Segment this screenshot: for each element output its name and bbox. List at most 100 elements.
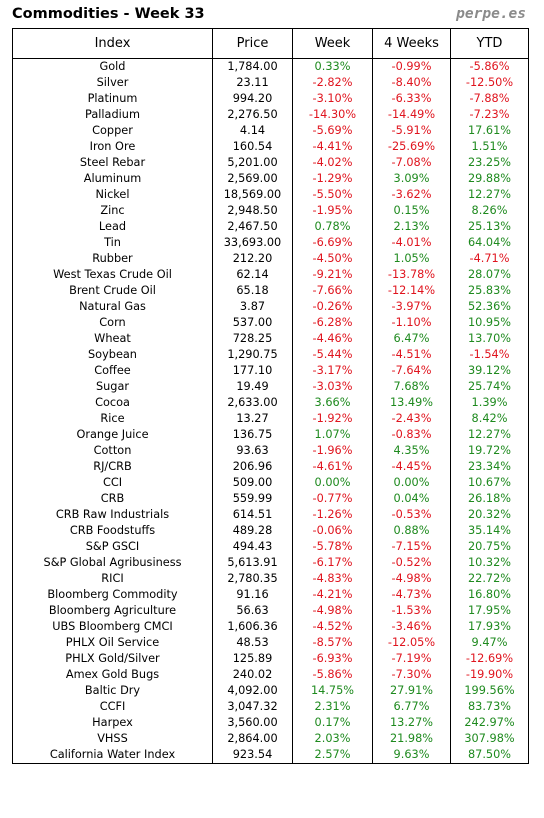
column-header-index: Index	[12, 28, 213, 59]
index-name-cell: Nickel	[12, 187, 213, 203]
ytd-change-cell: 199.56%	[450, 683, 529, 699]
page-title: Commodities - Week 33	[12, 6, 205, 22]
four-week-change-cell: -1.10%	[372, 315, 451, 331]
price-cell: 19.49	[212, 379, 293, 395]
four-week-change-cell: -0.52%	[372, 555, 451, 571]
price-cell: 728.25	[212, 331, 293, 347]
four-week-change-cell: -0.53%	[372, 507, 451, 523]
index-name-cell: Zinc	[12, 203, 213, 219]
ytd-change-cell: 19.72%	[450, 443, 529, 459]
four-week-change-cell: -8.40%	[372, 75, 451, 91]
four-week-change-cell: -4.51%	[372, 347, 451, 363]
price-cell: 489.28	[212, 523, 293, 539]
table-row: Zinc 2,948.50 -1.95% 0.15% 8.26%	[12, 203, 529, 219]
price-cell: 994.20	[212, 91, 293, 107]
week-change-cell: 3.66%	[292, 395, 373, 411]
ytd-change-cell: 28.07%	[450, 267, 529, 283]
price-cell: 160.54	[212, 139, 293, 155]
index-name-cell: Cocoa	[12, 395, 213, 411]
ytd-change-cell: 1.51%	[450, 139, 529, 155]
table-row: Sugar 19.49 -3.03% 7.68% 25.74%	[12, 379, 529, 395]
index-name-cell: CCFI	[12, 699, 213, 715]
ytd-change-cell: 10.95%	[450, 315, 529, 331]
price-cell: 4,092.00	[212, 683, 293, 699]
week-change-cell: -4.41%	[292, 139, 373, 155]
ytd-change-cell: -7.23%	[450, 107, 529, 123]
index-name-cell: CCI	[12, 475, 213, 491]
four-week-change-cell: 7.68%	[372, 379, 451, 395]
four-week-change-cell: 3.09%	[372, 171, 451, 187]
price-cell: 4.14	[212, 123, 293, 139]
week-change-cell: -3.03%	[292, 379, 373, 395]
price-cell: 1,784.00	[212, 58, 293, 75]
price-cell: 62.14	[212, 267, 293, 283]
price-cell: 13.27	[212, 411, 293, 427]
price-cell: 177.10	[212, 363, 293, 379]
four-week-change-cell: -13.78%	[372, 267, 451, 283]
index-name-cell: PHLX Gold/Silver	[12, 651, 213, 667]
index-name-cell: Wheat	[12, 331, 213, 347]
price-cell: 3,560.00	[212, 715, 293, 731]
ytd-change-cell: 23.25%	[450, 155, 529, 171]
ytd-change-cell: -7.88%	[450, 91, 529, 107]
ytd-change-cell: 12.27%	[450, 187, 529, 203]
week-change-cell: -0.26%	[292, 299, 373, 315]
table-row: CRB 559.99 -0.77% 0.04% 26.18%	[12, 491, 529, 507]
week-change-cell: 0.78%	[292, 219, 373, 235]
index-name-cell: CRB	[12, 491, 213, 507]
index-name-cell: Steel Rebar	[12, 155, 213, 171]
index-name-cell: Rubber	[12, 251, 213, 267]
commodities-table: Index Price Week 4 Weeks YTD Gold 1,784.0…	[12, 28, 529, 764]
ytd-change-cell: -12.50%	[450, 75, 529, 91]
index-name-cell: Gold	[12, 58, 213, 75]
table-row: Aluminum 2,569.00 -1.29% 3.09% 29.88%	[12, 171, 529, 187]
index-name-cell: Bloomberg Commodity	[12, 587, 213, 603]
price-cell: 3,047.32	[212, 699, 293, 715]
week-change-cell: -5.50%	[292, 187, 373, 203]
ytd-change-cell: 8.26%	[450, 203, 529, 219]
four-week-change-cell: 0.88%	[372, 523, 451, 539]
table-row: Cocoa 2,633.00 3.66% 13.49% 1.39%	[12, 395, 529, 411]
index-name-cell: California Water Index	[12, 747, 213, 764]
table-row: Rice 13.27 -1.92% -2.43% 8.42%	[12, 411, 529, 427]
price-cell: 125.89	[212, 651, 293, 667]
week-change-cell: -6.93%	[292, 651, 373, 667]
table-row: Lead 2,467.50 0.78% 2.13% 25.13%	[12, 219, 529, 235]
four-week-change-cell: -25.69%	[372, 139, 451, 155]
four-week-change-cell: -4.45%	[372, 459, 451, 475]
four-week-change-cell: -12.14%	[372, 283, 451, 299]
table-row: CCI 509.00 0.00% 0.00% 10.67%	[12, 475, 529, 491]
week-change-cell: -6.69%	[292, 235, 373, 251]
price-cell: 2,276.50	[212, 107, 293, 123]
ytd-change-cell: -4.71%	[450, 251, 529, 267]
price-cell: 93.63	[212, 443, 293, 459]
ytd-change-cell: 35.14%	[450, 523, 529, 539]
ytd-change-cell: 1.39%	[450, 395, 529, 411]
ytd-change-cell: 16.80%	[450, 587, 529, 603]
price-cell: 18,569.00	[212, 187, 293, 203]
index-name-cell: Rice	[12, 411, 213, 427]
price-cell: 923.54	[212, 747, 293, 764]
index-name-cell: Soybean	[12, 347, 213, 363]
four-week-change-cell: -14.49%	[372, 107, 451, 123]
four-week-change-cell: 0.00%	[372, 475, 451, 491]
table-row: Iron Ore 160.54 -4.41% -25.69% 1.51%	[12, 139, 529, 155]
week-change-cell: -1.96%	[292, 443, 373, 459]
week-change-cell: -4.02%	[292, 155, 373, 171]
price-cell: 33,693.00	[212, 235, 293, 251]
ytd-change-cell: 83.73%	[450, 699, 529, 715]
four-week-change-cell: 13.27%	[372, 715, 451, 731]
week-change-cell: -6.17%	[292, 555, 373, 571]
week-change-cell: -6.28%	[292, 315, 373, 331]
page-header: Commodities - Week 33 perpe.es	[12, 4, 528, 26]
table-row: CRB Raw Industrials 614.51 -1.26% -0.53% 20.…	[12, 507, 529, 523]
table-row: Nickel 18,569.00 -5.50% -3.62% 12.27%	[12, 187, 529, 203]
week-change-cell: -0.06%	[292, 523, 373, 539]
index-name-cell: Corn	[12, 315, 213, 331]
four-week-change-cell: -4.73%	[372, 587, 451, 603]
index-name-cell: RICI	[12, 571, 213, 587]
week-change-cell: -4.98%	[292, 603, 373, 619]
week-change-cell: -1.95%	[292, 203, 373, 219]
price-cell: 91.16	[212, 587, 293, 603]
four-week-change-cell: 0.15%	[372, 203, 451, 219]
